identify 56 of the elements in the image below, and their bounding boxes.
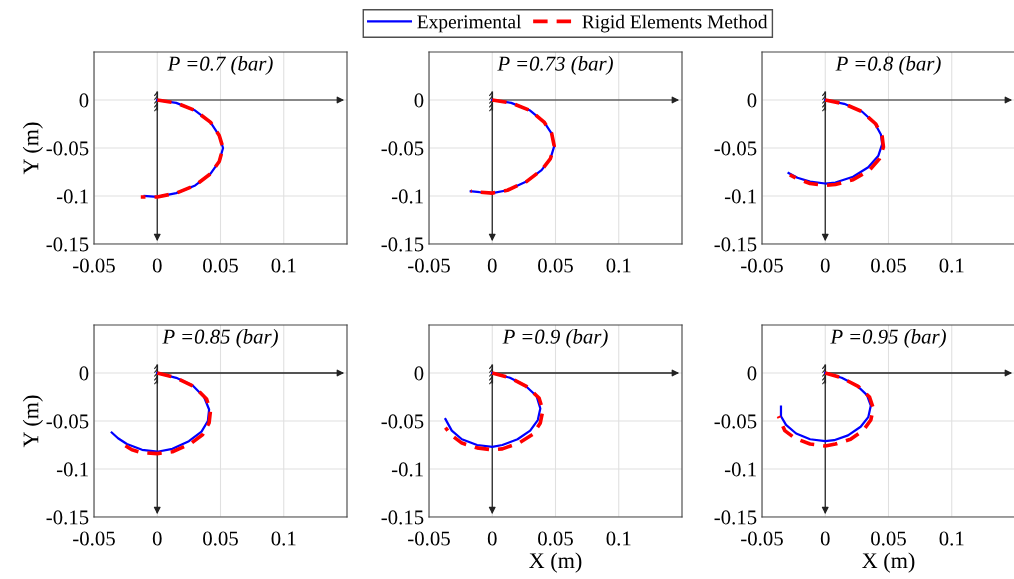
legend-label: Experimental <box>417 14 522 33</box>
x-tick-label: 0.05 <box>203 258 238 273</box>
y-tick-label: -0.1 <box>391 462 423 477</box>
y-axis-title: Y (m) <box>22 395 43 448</box>
x-axis-title: X (m) <box>862 552 915 573</box>
y-axis-title: Y (m) <box>22 122 43 175</box>
y-tick-label: -0.1 <box>724 462 756 477</box>
legend-label: Rigid Elements Method <box>582 14 768 33</box>
y-tick-label: 0 <box>414 366 424 381</box>
y-tick-label: -0.05 <box>381 141 424 156</box>
x-tick-label: 0.1 <box>606 258 631 273</box>
x-tick-label: 0.05 <box>538 531 573 546</box>
y-tick-label: 0 <box>747 93 757 108</box>
x-tick-label: 0 <box>152 531 162 546</box>
x-tick-label: 0.1 <box>939 258 964 273</box>
y-tick-label: -0.1 <box>56 189 88 204</box>
y-tick-label: -0.05 <box>714 141 757 156</box>
x-tick-label: 0.05 <box>871 531 906 546</box>
y-tick-label: -0.1 <box>56 462 88 477</box>
x-tick-label: 0.1 <box>271 531 296 546</box>
x-tick-label: 0.05 <box>538 258 573 273</box>
y-tick-label: -0.15 <box>381 510 424 525</box>
x-tick-label: 0 <box>820 258 830 273</box>
y-tick-label: -0.05 <box>714 414 757 429</box>
chart-title: P =0.9 (bar) <box>502 328 608 348</box>
y-tick-label: -0.15 <box>714 510 757 525</box>
y-tick-label: -0.05 <box>46 141 89 156</box>
x-tick-label: 0 <box>820 531 830 546</box>
chart-title: P =0.8 (bar) <box>835 55 941 75</box>
x-tick-label: 0.1 <box>271 258 296 273</box>
x-tick-label: 0.05 <box>203 531 238 546</box>
y-tick-label: -0.15 <box>714 237 757 252</box>
x-tick-label: 0.05 <box>871 258 906 273</box>
y-tick-label: -0.15 <box>381 237 424 252</box>
y-tick-label: 0 <box>79 93 89 108</box>
y-tick-label: -0.1 <box>724 189 756 204</box>
chart-title: P =0.85 (bar) <box>162 328 278 348</box>
x-axis-title: X (m) <box>529 552 582 573</box>
chart-title: P =0.73 (bar) <box>497 55 613 75</box>
y-tick-label: 0 <box>79 366 89 381</box>
x-tick-label: 0 <box>487 258 497 273</box>
y-tick-label: 0 <box>747 366 757 381</box>
x-tick-label: 0 <box>152 258 162 273</box>
y-tick-label: 0 <box>414 93 424 108</box>
x-tick-label: 0.1 <box>606 531 631 546</box>
y-tick-label: -0.1 <box>391 189 423 204</box>
x-tick-label: 0 <box>487 531 497 546</box>
chart-title: P =0.95 (bar) <box>830 328 946 348</box>
line-series <box>122 371 213 456</box>
x-tick-label: 0.1 <box>939 531 964 546</box>
y-tick-label: -0.15 <box>46 237 89 252</box>
y-tick-label: -0.05 <box>381 414 424 429</box>
line-series <box>110 371 211 453</box>
y-tick-label: -0.15 <box>46 510 89 525</box>
chart-title: P =0.7 (bar) <box>167 55 273 75</box>
y-tick-label: -0.05 <box>46 414 89 429</box>
